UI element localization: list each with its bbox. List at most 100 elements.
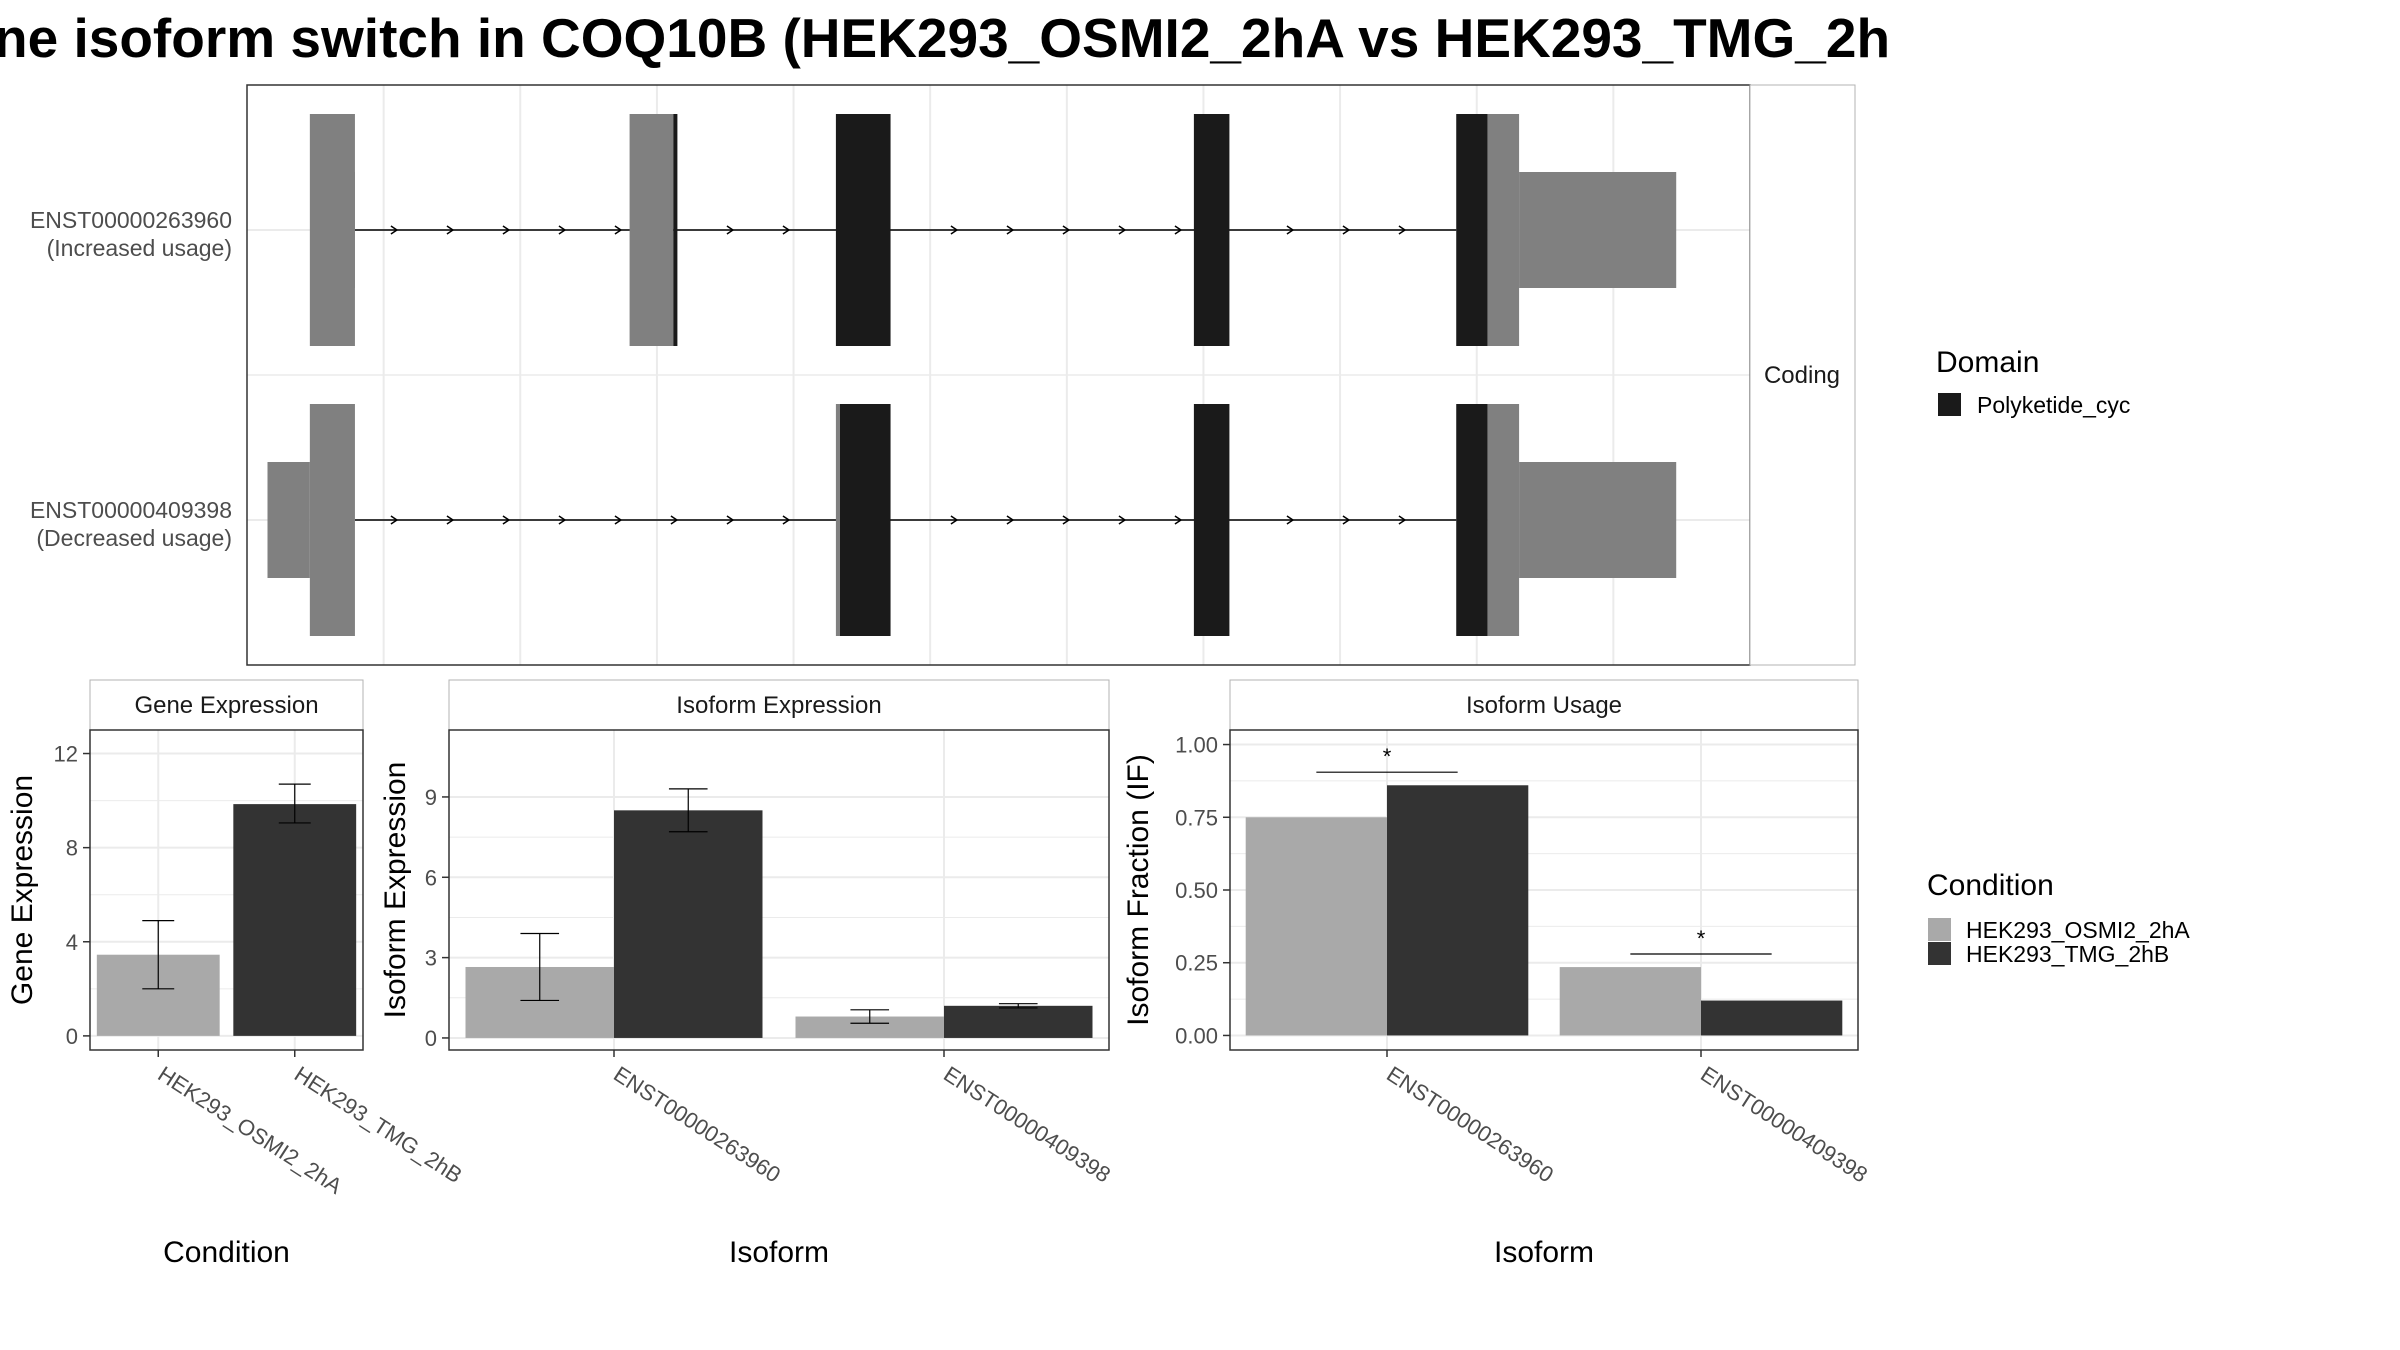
panel-title: Isoform Expression <box>676 692 881 719</box>
intron-direction-arrow <box>558 225 567 235</box>
transcript-usage-label: (Increased usage) <box>47 235 232 261</box>
y-tick-label: 6 <box>425 865 437 890</box>
intron-direction-arrow <box>1062 225 1071 235</box>
condition-legend-label-a: HEK293_OSMI2_2hA <box>1966 917 2190 943</box>
intron-direction-arrow <box>1118 515 1127 525</box>
y-tick-label: 0 <box>425 1026 437 1051</box>
intron-direction-arrow <box>950 225 959 235</box>
intron-direction-arrow <box>390 225 399 235</box>
intron-direction-arrow <box>1174 225 1183 235</box>
intron-direction-arrow <box>1118 225 1127 235</box>
domain-legend-label: Polyketide_cyc <box>1977 392 2130 418</box>
x-tick-label: ENST00000409398 <box>1696 1061 1872 1187</box>
x-tick-label: ENST00000263960 <box>609 1061 785 1187</box>
x-tick-label: ENST00000409398 <box>939 1061 1115 1187</box>
y-tick-label: 0.75 <box>1175 805 1218 830</box>
y-tick-label: 8 <box>66 836 78 861</box>
intron-direction-arrow <box>1286 515 1295 525</box>
domain-legend-swatch <box>1938 393 1961 416</box>
plot-border <box>448 729 1110 1051</box>
facet-strip <box>89 679 364 731</box>
exon-domain-polyketide-cyc <box>673 114 678 346</box>
intron-direction-arrow <box>614 225 623 235</box>
exon-utr <box>267 462 310 578</box>
y-tick-label: 0 <box>66 1024 78 1049</box>
intron-direction-arrow <box>558 515 567 525</box>
y-tick-label: 3 <box>425 946 437 971</box>
condition-legend: Condition HEK293_OSMI2_2hA HEK293_TMG_2h… <box>1927 869 2190 967</box>
panel-title: Gene Expression <box>134 692 318 719</box>
bar <box>1701 1000 1843 1036</box>
structure-transcripts <box>267 114 1677 636</box>
bar <box>944 1005 1093 1038</box>
intron-direction-arrow <box>726 515 735 525</box>
y-axis-title: Isoform Expression <box>379 762 412 1019</box>
transcript-structure-panel: Coding ENST00000263960(Increased usage)E… <box>30 84 1856 666</box>
condition-legend-swatch-a <box>1928 918 1951 941</box>
significance-star: * <box>1697 926 1706 951</box>
exon-utr <box>629 114 674 346</box>
transcript-label: ENST00000263960 <box>30 207 232 233</box>
exon-domain-polyketide-cyc <box>1456 114 1488 346</box>
structure-facet-label: Coding <box>1764 362 1840 389</box>
y-axis-title: Isoform Fraction (IF) <box>1122 754 1155 1026</box>
x-tick-label: ENST00000263960 <box>1382 1061 1558 1187</box>
exon-domain-polyketide-cyc <box>840 404 891 636</box>
exon-domain-polyketide-cyc <box>835 114 891 346</box>
exon-utr <box>835 404 841 636</box>
structure-transcript-labels: ENST00000263960(Increased usage) ENST0000… <box>30 207 232 551</box>
bar <box>614 810 763 1038</box>
y-tick-label: 9 <box>425 785 437 810</box>
condition-legend-label-b: HEK293_TMG_2hB <box>1966 941 2169 967</box>
intron-direction-arrow <box>390 515 399 525</box>
intron-direction-arrow <box>726 225 735 235</box>
figure-title: ne isoform switch in COQ10B (HEK293_OSMI… <box>0 7 1890 69</box>
y-axis-title: Gene Expression <box>6 775 39 1005</box>
bar <box>233 804 357 1036</box>
significance-star: * <box>1383 744 1392 769</box>
intron-direction-arrow <box>502 225 511 235</box>
domain-legend-title: Domain <box>1936 346 2039 379</box>
y-tick-label: 4 <box>66 930 78 955</box>
bar <box>1559 967 1701 1036</box>
condition-legend-swatch-b <box>1928 942 1951 965</box>
bar <box>795 1016 944 1038</box>
bar <box>1245 817 1387 1036</box>
y-tick-label: 12 <box>54 742 78 767</box>
facet-strip <box>448 679 1110 731</box>
structure-strip <box>1749 84 1856 666</box>
intron-direction-arrow <box>614 515 623 525</box>
y-tick-label: 0.50 <box>1175 878 1218 903</box>
y-tick-label: 0.00 <box>1175 1023 1218 1048</box>
x-axis-title: Isoform <box>729 1236 829 1269</box>
intron-direction-arrow <box>446 225 455 235</box>
x-axis-title: Condition <box>163 1236 290 1269</box>
isoform-usage-panel: Isoform Usage * * 0.00 0.25 0.50 0.75 1.00 ENST0… <box>1122 679 1872 1269</box>
intron-direction-arrow <box>1342 515 1351 525</box>
intron-direction-arrow <box>446 515 455 525</box>
intron-direction-arrow <box>1398 515 1407 525</box>
intron-direction-arrow <box>1174 515 1183 525</box>
intron-direction-arrow <box>502 515 511 525</box>
intron-direction-arrow <box>1286 225 1295 235</box>
intron-direction-arrow <box>1062 515 1071 525</box>
condition-legend-title: Condition <box>1927 869 2054 902</box>
exon-utr <box>309 404 355 636</box>
intron-direction-arrow <box>950 515 959 525</box>
intron-direction-arrow <box>1006 225 1015 235</box>
transcript-usage-label: (Decreased usage) <box>36 525 232 551</box>
intron-direction-arrow <box>1398 225 1407 235</box>
exon-utr <box>1487 404 1520 636</box>
y-tick-label: 0.25 <box>1175 951 1218 976</box>
y-tick-label: 1.00 <box>1175 733 1218 758</box>
intron-direction-arrow <box>670 515 679 525</box>
exon-utr <box>1519 462 1677 578</box>
exon-utr <box>1519 172 1677 288</box>
x-axis-title: Isoform <box>1494 1236 1594 1269</box>
plot-border <box>89 729 364 1051</box>
exon-domain-polyketide-cyc <box>1456 404 1488 636</box>
transcript-label: ENST00000409398 <box>30 497 232 523</box>
bar <box>1387 785 1529 1036</box>
exon-utr <box>1487 114 1520 346</box>
